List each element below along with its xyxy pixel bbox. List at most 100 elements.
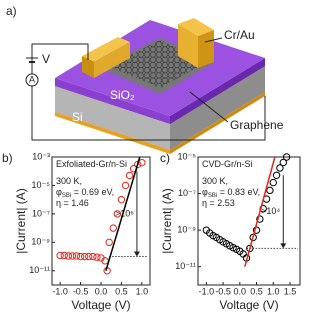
y-tick-label: 10⁻¹¹: [29, 265, 50, 275]
leader: [189, 91, 229, 123]
annotation-part: 300 K,: [202, 176, 228, 186]
data-point: [117, 195, 126, 204]
data-point: [125, 171, 134, 180]
plot-frame: [197, 156, 301, 286]
arrow-head: [133, 251, 140, 257]
y-tick-label: 10⁻⁹: [177, 225, 196, 235]
annotation-part: SBi: [62, 193, 71, 199]
y-tick-label: 10⁻⁹: [31, 237, 50, 247]
annotation-part: η = 2.53: [202, 198, 235, 208]
y-axis-label: |Current| (A): [14, 188, 28, 254]
x-tick-label: 0.0: [234, 286, 247, 296]
panel-label: a): [6, 4, 17, 18]
ammeter: [25, 73, 39, 87]
graphene-label: Graphene: [230, 118, 284, 132]
data-point: [109, 224, 117, 232]
data-point: [252, 226, 261, 234]
oxide-right: [170, 58, 265, 124]
pad-top: [178, 18, 214, 36]
pad-side: [94, 42, 130, 78]
y-tick-label: 10⁻⁵: [178, 151, 197, 161]
y-tick-label: 10⁻¹¹: [175, 261, 196, 271]
annotation-part: 300 K,: [56, 176, 82, 186]
data-point: [229, 243, 237, 252]
data-point: [85, 252, 93, 261]
panel-label: b): [2, 151, 13, 165]
data-point: [256, 215, 264, 223]
annotation-part: φ: [56, 187, 62, 197]
data-point: [113, 210, 122, 218]
x-tick-label: 1.0: [136, 286, 149, 296]
right-face: [170, 64, 265, 150]
data-point: [282, 153, 291, 161]
data-point: [64, 252, 73, 260]
x-tick-label: 1.0: [267, 286, 280, 296]
x-tick-label: -0.5: [215, 286, 231, 296]
x-tick-label: -0.5: [73, 286, 89, 296]
annotation: φSBi = 0.69 eV,: [56, 187, 114, 198]
data-point: [276, 164, 284, 172]
x-tick-label: -1.0: [199, 286, 215, 296]
x-tick-label: 1.5: [284, 286, 297, 296]
left-face: [55, 84, 170, 150]
y-axis-label: |Current| (A): [160, 188, 174, 254]
pad-side: [82, 56, 94, 78]
annotation-part: CVD-Gr/n-Si: [202, 159, 253, 169]
device: [25, 18, 266, 154]
data-point: [68, 252, 77, 260]
ammeter-label: A: [29, 74, 35, 84]
data-point: [60, 251, 68, 260]
substrate-label: Si: [72, 110, 83, 124]
x-tick-label: 0.0: [95, 286, 108, 296]
x-tick-label: 0.5: [115, 286, 128, 296]
metal-label: Cr/Au: [224, 28, 255, 42]
data-point: [56, 251, 64, 260]
annotation-part: φ: [202, 187, 208, 197]
data-point: [80, 252, 89, 261]
x-tick-label: -1.0: [52, 286, 68, 296]
data-point: [272, 171, 281, 179]
oxide-left: [55, 78, 170, 124]
back-contact: [170, 92, 265, 154]
oxide-label: SiO₂: [110, 88, 135, 102]
voltage-label: V: [42, 52, 50, 66]
arrow-head: [280, 243, 287, 249]
annotation: 300 K,: [56, 176, 82, 186]
pad-top: [82, 37, 130, 62]
annotation: CVD-Gr/n-Si: [202, 159, 253, 169]
pad-side: [178, 24, 198, 68]
data-point: [246, 244, 254, 253]
annotation: Exfoliated-Gr/n-Si: [56, 159, 127, 169]
data-point: [138, 158, 146, 167]
annotation: η = 1.46: [56, 198, 89, 208]
data-point: [121, 181, 130, 190]
wire: [31, 43, 266, 141]
x-tick-label: 0.5: [250, 286, 263, 296]
annotation-part: η = 1.46: [56, 198, 89, 208]
annotation: 300 K,: [202, 176, 228, 186]
y-tick-label: 10⁻⁵: [32, 180, 51, 190]
data-point: [89, 252, 97, 261]
y-tick-label: 10⁻⁷: [32, 208, 50, 218]
y-tick-label: 10⁻⁷: [178, 188, 196, 198]
data-point: [76, 252, 85, 261]
data-point: [105, 238, 113, 247]
ratio-label: >10⁶: [115, 208, 134, 218]
fit-line: [244, 156, 276, 267]
leader: [204, 37, 223, 43]
data-point: [269, 178, 277, 187]
annotation-part: = 0.69 eV,: [71, 187, 114, 197]
annotation-part: SBi: [208, 193, 217, 199]
ratio-label: >10⁴: [261, 206, 280, 216]
x-axis-label: Voltage (V): [219, 298, 278, 312]
x-axis-label: Voltage (V): [71, 298, 130, 312]
panel-label: c): [160, 151, 170, 165]
annotation-part: = 0.83 eV,: [217, 187, 260, 197]
y-tick-label: 10⁻³: [32, 151, 50, 161]
data-point: [93, 253, 101, 261]
fit-line: [105, 156, 141, 271]
annotation-part: Exfoliated-Gr/n-Si: [56, 159, 127, 169]
data-point: [72, 252, 81, 260]
